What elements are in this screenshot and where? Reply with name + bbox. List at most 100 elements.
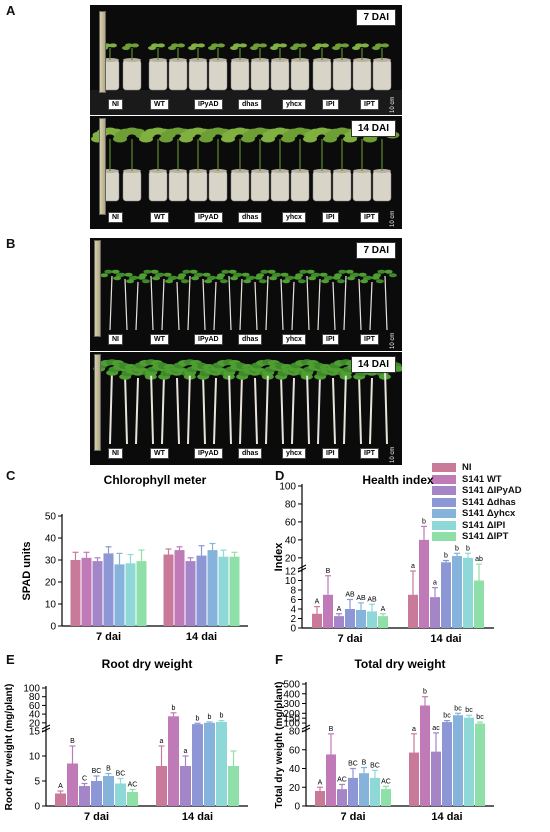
x-category-label: 7 dai [340,811,365,823]
root [306,369,310,445]
pot [250,170,270,202]
significance-letter: AB [367,596,377,603]
treatment-tag: IPT [360,99,379,110]
x-category-label: 14 dai [430,633,461,645]
significance-letter: bc [454,705,462,712]
bar [79,786,90,806]
bar [420,705,430,806]
pot [290,170,310,202]
treatment-tag: NI [108,448,123,459]
y-tick-label: 80 [285,499,297,510]
legend-swatch [432,474,456,484]
treatment-tag: yhcx [282,212,306,223]
significance-letter: b [422,518,426,525]
leaf [130,275,139,280]
root [150,369,154,445]
leaf [273,272,282,277]
pot [208,59,228,91]
root [358,373,362,445]
leaf [204,279,213,284]
significance-letter: AB [345,592,355,599]
bar [334,616,344,628]
treatment-tag: NI [108,334,123,345]
pot [290,59,310,91]
leaf [306,269,315,274]
significance-letter: A [337,606,342,613]
legend-label: S141 Δyhcx [462,508,516,520]
leaf [286,275,295,280]
leaf [325,275,334,280]
x-category-label: 7 dai [337,633,362,645]
plants-row-illustration [93,359,402,445]
legend-swatch [432,463,456,473]
leaf [177,43,185,48]
significance-letter: BC [348,761,358,768]
bar [207,550,218,626]
pots-row-illustration [91,127,400,202]
legend-item: S141 ΔIPI [432,520,522,532]
legend-swatch [432,532,456,542]
significance-letter: A [318,779,323,786]
y-tick-label: 8 [290,586,296,597]
y-tick-label: 30 [45,556,57,567]
chart-root-dry-weight: Root dry weight Root dry weight (mg/plant… [4,657,248,823]
leaf [191,276,200,281]
y-axis-label: Index [273,542,285,572]
leaf [228,269,237,274]
significance-letter: A [381,606,386,613]
pots-row-illustration [90,43,402,115]
dai-label: 14 DAI [350,120,396,137]
leaf [195,272,204,277]
leaf [233,43,241,48]
significance-letter: AB [356,595,366,602]
pot [312,59,332,91]
leaf [388,273,397,278]
y-tick-label: 40 [29,710,41,721]
root [202,278,206,331]
bar [442,722,452,806]
leaf [345,269,354,274]
root [291,377,295,445]
leaf [117,272,126,277]
leaf [191,43,199,48]
root [187,369,191,445]
bar [125,563,136,626]
chart-total-dry-weight: Total dry weight Total dry weight (mg/pla… [274,657,494,823]
y-axis-label: Total dry weight (mg/plant) [274,681,285,808]
y-tick-label: 5 [34,777,40,788]
bar [474,580,484,628]
root [384,369,388,445]
pot [122,59,142,91]
axis-break-mark [41,724,51,730]
dai-label: 7 DAI [356,9,396,26]
photo-pots-14dai: 14 DAI 10 cm NI WT IPyAD dhas yhcx IPI IPT [90,116,402,229]
pot [168,59,188,91]
bar [408,594,418,628]
significance-letter: B [362,760,367,767]
root [358,278,362,331]
treatment-tag: NI [108,212,123,223]
leaf [259,43,267,48]
root [109,369,113,445]
leaf [273,43,281,48]
leaf [182,269,191,274]
leaf [126,279,135,284]
y-tick-label: 80 [29,692,41,703]
x-category-label: 14 dai [182,811,213,823]
ruler [94,240,101,337]
leaf [243,279,252,284]
bar [315,791,325,806]
y-tick-label: 20 [285,553,297,564]
leaf [361,43,369,48]
scale-bar-label: 10 cm [390,332,396,349]
panel-letter-d: D [275,468,285,483]
pot [270,59,290,91]
legend-item: S141 ΔIPT [432,531,522,543]
root [135,281,139,331]
bar [378,616,388,628]
bar [156,766,167,806]
leaf [197,43,205,48]
bar [180,766,191,806]
bar [475,723,485,806]
pot [372,59,392,91]
